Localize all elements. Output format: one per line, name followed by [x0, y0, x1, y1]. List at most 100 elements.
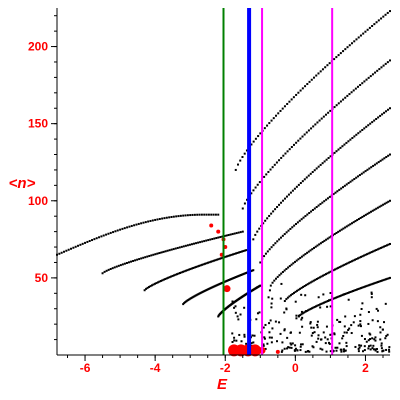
data-point — [371, 24, 374, 27]
data-point — [158, 252, 161, 255]
data-point — [188, 298, 191, 301]
data-point — [206, 288, 209, 291]
data-point — [300, 310, 303, 313]
data-point — [297, 314, 300, 317]
data-point — [300, 313, 303, 316]
data-point — [342, 50, 345, 53]
data-point — [137, 222, 140, 225]
data-point — [375, 117, 378, 120]
data-point — [379, 159, 382, 162]
data-point — [301, 312, 304, 315]
data-point — [332, 349, 335, 352]
data-point — [184, 244, 187, 247]
data-point — [271, 281, 274, 284]
data-point — [288, 295, 291, 298]
data-point — [177, 215, 180, 218]
data-point — [350, 260, 353, 263]
data-point — [336, 190, 339, 193]
data-point — [373, 282, 376, 285]
data-point — [145, 287, 148, 290]
y-axis-title: <n> — [9, 175, 36, 192]
data-point — [370, 291, 373, 294]
data-point — [336, 296, 339, 299]
data-point — [317, 204, 320, 207]
data-point — [370, 166, 373, 169]
data-point — [214, 284, 217, 287]
data-point — [81, 242, 84, 245]
data-point — [366, 212, 369, 215]
data-point — [369, 283, 372, 286]
data-point — [220, 257, 223, 260]
data-point — [287, 229, 290, 232]
data-point — [183, 270, 186, 273]
data-point — [211, 260, 214, 263]
data-point — [164, 250, 167, 253]
data-point — [354, 220, 357, 223]
data-point — [328, 195, 331, 198]
data-point — [235, 232, 238, 235]
data-point — [265, 173, 268, 176]
data-point — [231, 332, 234, 335]
data-point — [381, 113, 384, 116]
data-point — [362, 286, 365, 289]
data-point — [258, 227, 261, 230]
data-point — [348, 327, 351, 330]
data-point — [328, 236, 331, 239]
data-point — [288, 346, 291, 349]
data-point — [254, 233, 257, 236]
data-point — [268, 214, 271, 217]
data-point — [357, 36, 360, 39]
data-point — [315, 206, 318, 209]
data-point — [168, 276, 171, 279]
data-point — [373, 249, 376, 252]
data-point — [107, 268, 110, 271]
data-point — [289, 331, 292, 334]
data-point — [230, 277, 233, 280]
data-point — [213, 237, 216, 240]
data-point — [245, 342, 248, 345]
data-point — [146, 286, 149, 289]
data-point — [263, 337, 266, 340]
data-point — [307, 309, 310, 312]
data-point — [125, 261, 128, 264]
data-point — [327, 341, 330, 344]
data-point — [292, 291, 295, 294]
data-point — [377, 309, 380, 312]
data-point — [376, 350, 379, 353]
data-point — [386, 277, 389, 280]
data-point — [380, 204, 383, 207]
data-point — [192, 267, 195, 270]
data-point — [387, 154, 390, 157]
data-point — [262, 326, 265, 329]
data-point — [368, 26, 371, 29]
data-point — [388, 350, 391, 353]
data-point — [279, 109, 282, 112]
data-point — [318, 303, 321, 306]
data-point — [345, 141, 348, 144]
data-point — [342, 227, 345, 230]
data-point — [341, 294, 344, 297]
data-point — [378, 280, 381, 283]
data-point — [367, 311, 370, 314]
data-point — [252, 189, 255, 192]
data-point — [282, 154, 285, 157]
data-point — [193, 242, 196, 245]
data-point — [375, 281, 378, 284]
data-point — [208, 261, 211, 264]
data-point — [290, 263, 293, 266]
data-point — [264, 219, 267, 222]
data-point — [339, 146, 342, 149]
data-point — [239, 274, 242, 277]
data-point — [206, 261, 209, 264]
data-point — [325, 198, 328, 201]
data-point — [177, 272, 180, 275]
data-point — [312, 279, 315, 282]
data-point — [152, 283, 155, 286]
data-point — [300, 286, 303, 289]
data-point — [293, 187, 296, 190]
data-point — [263, 175, 266, 178]
data-point — [345, 292, 348, 295]
data-point — [170, 216, 173, 219]
data-point — [79, 243, 82, 246]
data-point — [210, 213, 213, 216]
